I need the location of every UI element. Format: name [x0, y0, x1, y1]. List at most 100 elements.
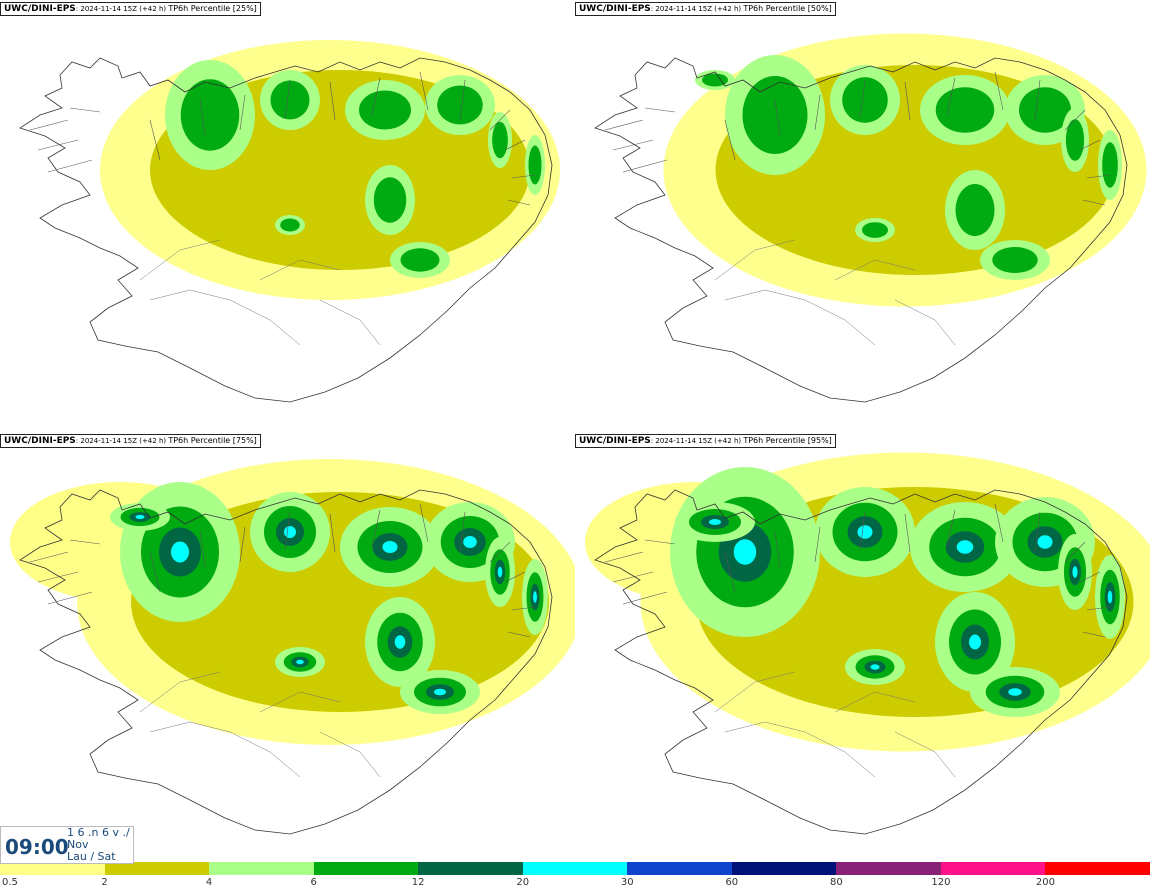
fjord-lines — [489, 541, 536, 638]
precip-cell — [528, 145, 542, 185]
legend-tick-label: 20 — [516, 877, 530, 888]
legend-tick-label: 12 — [411, 877, 425, 888]
precip-cell — [359, 90, 411, 130]
coastline — [19, 489, 553, 835]
legend-swatch — [104, 862, 210, 875]
legend-tick-label: 200 — [1035, 877, 1055, 888]
fjord-lines — [149, 511, 291, 593]
panel-title: UWC/DINI-EPS: 2024-11-14 15Z (+42 h) TP6… — [575, 434, 836, 448]
legend-swatch — [1045, 862, 1150, 875]
precip-cell — [1107, 590, 1113, 604]
precip-cell — [742, 76, 808, 154]
fjord-lines — [904, 503, 1041, 553]
precip-cell — [1072, 566, 1078, 578]
precip-cell — [842, 77, 888, 123]
legend-swatch — [627, 862, 732, 875]
roads-lines — [139, 239, 381, 346]
precip-cell — [434, 688, 446, 696]
precip-cell — [969, 634, 981, 650]
precip-cell — [270, 80, 310, 120]
precip-cell — [171, 541, 189, 563]
legend-swatch — [313, 862, 419, 875]
run-info: : 2024-11-14 15Z (+42 h) — [75, 437, 169, 445]
valid-date-line1: 1 6 .n 6 v ./ — [67, 826, 130, 839]
coastline — [594, 57, 1128, 403]
precip-cell — [533, 591, 537, 603]
fjord-lines — [604, 107, 676, 173]
roads-lines — [139, 671, 381, 778]
color-legend: 0.5 2 4 6 12 20 30 60 80 120 200 — [0, 862, 1150, 891]
fjord-lines — [724, 511, 866, 593]
fjord-lines — [1064, 109, 1111, 206]
legend-swatch — [731, 862, 837, 875]
precip-cell — [1008, 688, 1022, 696]
legend-tick-label: 4 — [205, 877, 213, 888]
fjord-lines — [329, 503, 466, 553]
run-info: : 2024-11-14 15Z (+42 h) — [650, 5, 744, 13]
valid-date: 1 6 .n 6 v ./ Nov Lau / Sat — [67, 827, 130, 863]
coastline — [19, 57, 553, 403]
precip-cell — [400, 248, 440, 272]
model-source: UWC/DINI-EPS — [4, 436, 76, 446]
legend-tick-label: 60 — [725, 877, 739, 888]
precip-cell — [296, 659, 304, 665]
fjord-lines — [329, 71, 466, 121]
legend-swatch — [522, 862, 628, 875]
precip-cell — [284, 526, 296, 538]
map-panel-p95: UWC/DINI-EPS: 2024-11-14 15Z (+42 h) TP6… — [575, 432, 1150, 862]
model-source: UWC/DINI-EPS — [579, 436, 651, 446]
fjord-lines — [604, 539, 676, 605]
precip-cell — [857, 525, 873, 539]
legend-swatch — [940, 862, 1046, 875]
product-label: TP6h Percentile [25%] — [168, 4, 257, 13]
model-source: UWC/DINI-EPS — [4, 4, 76, 14]
precip-cell — [935, 87, 995, 133]
legend-tick-label: 0.5 — [2, 877, 18, 888]
product-label: TP6h Percentile [75%] — [168, 436, 257, 445]
fjord-lines — [489, 109, 536, 206]
precip-cell — [992, 247, 1038, 273]
legend-swatch — [418, 862, 523, 875]
precip-cell — [394, 635, 406, 649]
fjord-lines — [1064, 541, 1111, 638]
legend-tick-label: 2 — [101, 877, 108, 888]
fjord-lines — [904, 71, 1041, 121]
fjord-lines — [724, 79, 866, 161]
precip-cell — [870, 664, 880, 670]
roads-lines — [714, 671, 956, 778]
precip-cell — [862, 222, 888, 238]
map-panel-p50: UWC/DINI-EPS: 2024-11-14 15Z (+42 h) TP6… — [575, 0, 1150, 430]
valid-weekday: Lau / Sat — [67, 850, 116, 863]
precip-cell — [1065, 119, 1085, 161]
precip-cell — [1037, 535, 1053, 549]
precip-cell — [702, 73, 728, 87]
panel-title: UWC/DINI-EPS: 2024-11-14 15Z (+42 h) TP6… — [575, 2, 836, 16]
legend-swatch — [836, 862, 941, 875]
precip-cell — [463, 536, 477, 548]
panel-title: UWC/DINI-EPS: 2024-11-14 15Z (+42 h) TP6… — [0, 434, 261, 448]
legend-tick-label: 30 — [620, 877, 634, 888]
valid-month: Nov — [67, 838, 89, 851]
roads-lines — [714, 239, 956, 346]
fjord-lines — [29, 539, 101, 605]
legend-swatch — [209, 862, 314, 875]
legend-tick-label: 120 — [931, 877, 951, 888]
model-source: UWC/DINI-EPS — [579, 4, 651, 14]
precip-map-p25 — [19, 40, 560, 403]
precip-cell — [1102, 142, 1118, 188]
panel-title: UWC/DINI-EPS: 2024-11-14 15Z (+42 h) TP6… — [0, 2, 261, 16]
run-info: : 2024-11-14 15Z (+42 h) — [75, 5, 169, 13]
precip-cell — [733, 539, 757, 565]
fjord-lines — [29, 107, 101, 173]
precip-cell — [956, 540, 974, 554]
precip-map-p95 — [585, 452, 1150, 835]
precip-cell — [1019, 87, 1071, 133]
precip-cell — [709, 519, 721, 525]
precip-cell — [437, 85, 483, 125]
precip-cell — [135, 514, 145, 520]
run-info: : 2024-11-14 15Z (+42 h) — [650, 437, 744, 445]
precip-map-p75 — [10, 459, 575, 835]
legend-color-bar — [0, 862, 1150, 875]
map-panel-p25: UWC/DINI-EPS: 2024-11-14 15Z (+42 h) TP6… — [0, 0, 575, 430]
map-panel-p75: UWC/DINI-EPS: 2024-11-14 15Z (+42 h) TP6… — [0, 432, 575, 862]
